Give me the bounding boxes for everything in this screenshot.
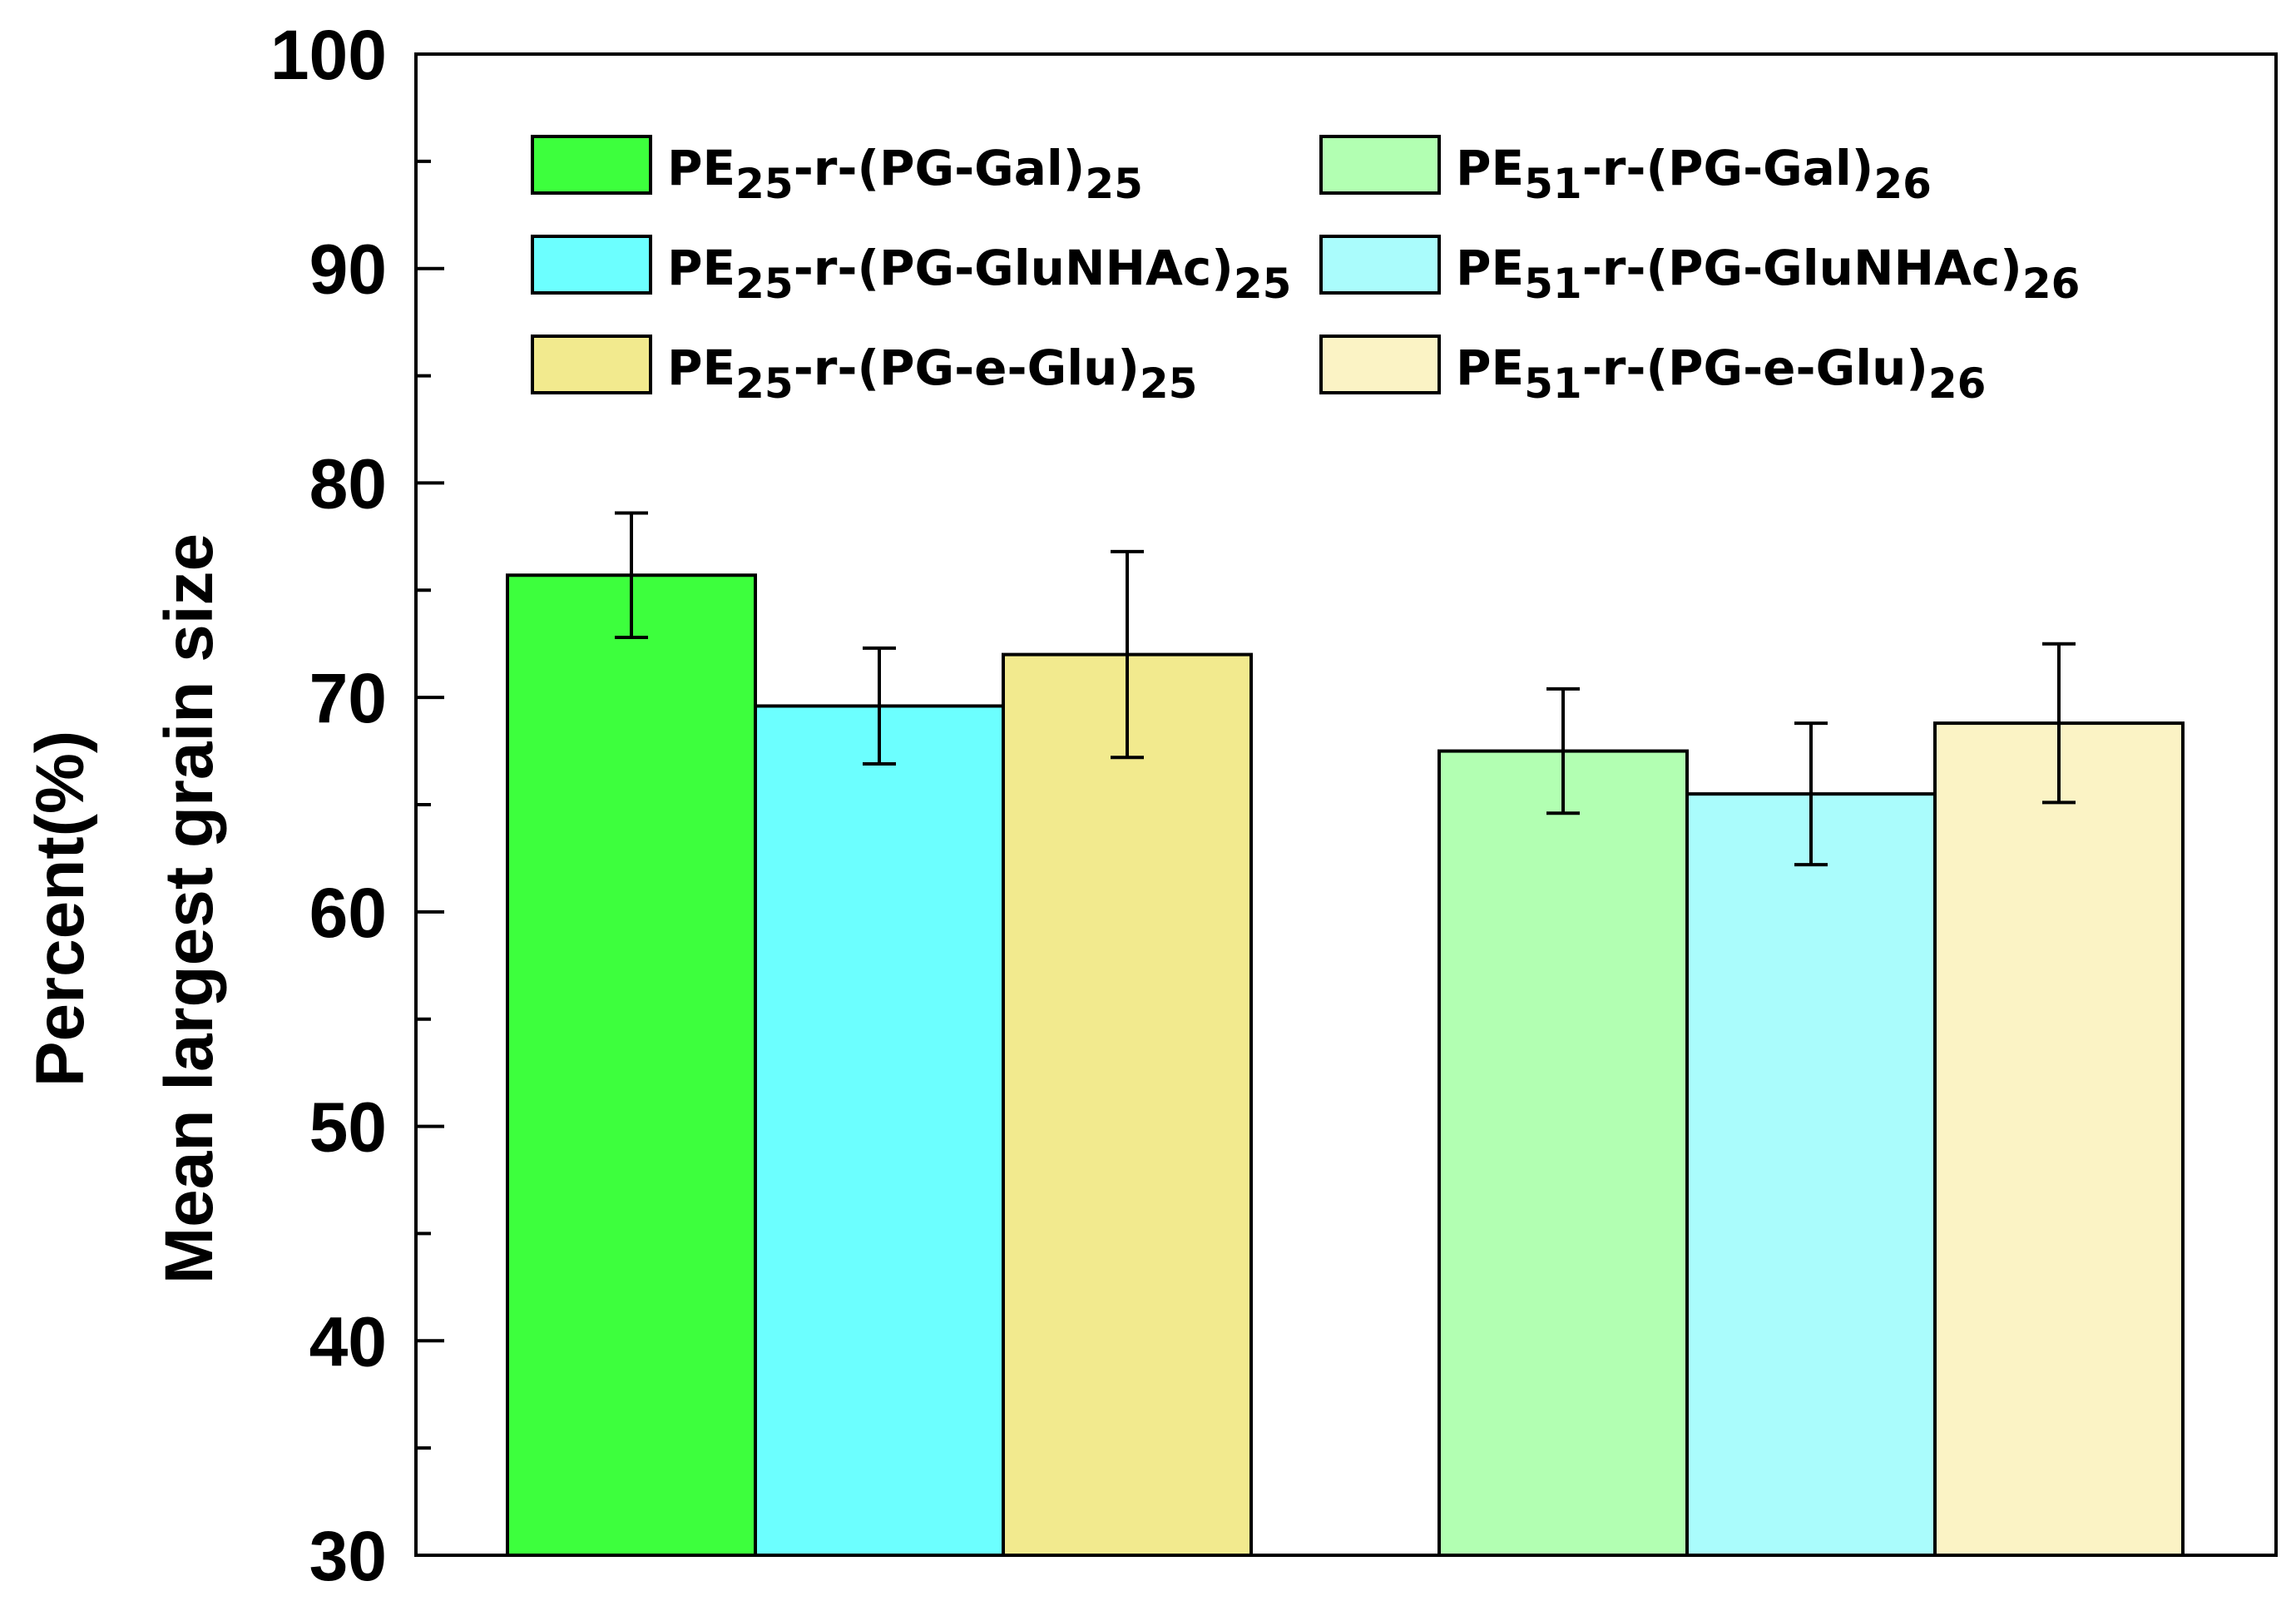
legend-label-3: PE25-r-(PG-e-Glu)25 (667, 340, 1197, 408)
y-tick-label: 70 (309, 659, 387, 737)
error-bars (615, 511, 2076, 867)
legend-label-2: PE25-r-(PG-GluNHAc)25 (667, 240, 1291, 308)
legend-swatch-5 (1319, 235, 1441, 295)
legend-swatch-4 (1319, 135, 1441, 195)
y-axis-title: Percent(%) Mean largest grain size (22, 533, 227, 1284)
legend-label-5: PE51-r-(PG-GluNHAc)26 (1456, 240, 2080, 308)
y-tick-label: 30 (309, 1517, 387, 1595)
y-tick-label: 40 (309, 1302, 387, 1380)
y-tick-label: 90 (309, 230, 387, 309)
bar-2 (754, 704, 1005, 1557)
bar-1 (506, 573, 757, 1557)
legend: PE25-r-(PG-Gal)25 PE25-r-(PG-GluNHAc)25 PE… (531, 135, 2080, 408)
legend-swatch-6 (1319, 335, 1441, 394)
plot-frame (414, 52, 2278, 1557)
legend-swatch-1 (531, 135, 652, 195)
bar-6 (1933, 721, 2185, 1557)
legend-swatch-3 (531, 335, 652, 394)
y-tick-label: 60 (309, 874, 387, 952)
bars (506, 573, 2185, 1557)
y-tick-label: 50 (309, 1088, 387, 1167)
y-axis-label-line1: Percent(%) (22, 731, 98, 1087)
y-tick-label: 100 (270, 16, 387, 94)
legend-label-1: PE25-r-(PG-Gal)25 (667, 140, 1143, 208)
bar-3 (1002, 652, 1253, 1557)
bar-5 (1685, 792, 1937, 1557)
legend-label-6: PE51-r-(PG-e-Glu)26 (1456, 340, 1986, 408)
legend-swatch-2 (531, 235, 652, 295)
y-tick-label: 80 (309, 444, 387, 523)
y-axis-label-line2: Mean largest grain size (151, 533, 227, 1284)
bar-4 (1437, 749, 1689, 1557)
legend-label-4: PE51-r-(PG-Gal)26 (1456, 140, 1932, 208)
y-axis-ticks: 30 40 50 60 70 80 90 100 (270, 16, 444, 1595)
